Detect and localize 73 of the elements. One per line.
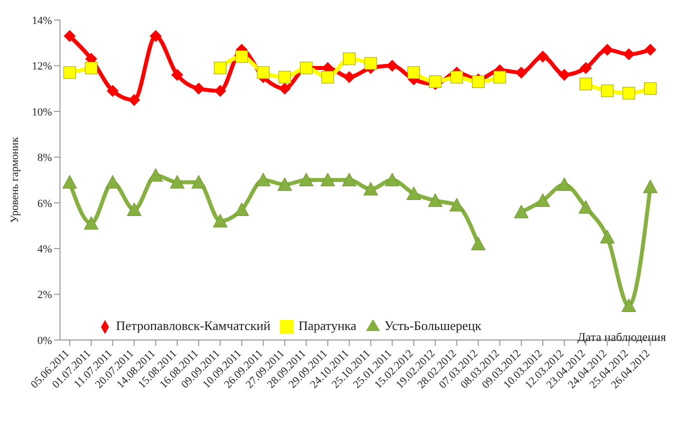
y-tick-label: 2% [37, 289, 52, 302]
point [234, 202, 249, 216]
point [472, 75, 485, 88]
point [450, 198, 464, 212]
point [170, 175, 184, 189]
point [601, 84, 614, 98]
point [364, 57, 378, 70]
point [536, 193, 550, 207]
point [557, 177, 572, 191]
point [644, 44, 656, 56]
point [148, 168, 163, 182]
y-tick-label: 4% [37, 243, 52, 256]
point [622, 298, 636, 312]
point [580, 78, 592, 90]
point [150, 30, 162, 42]
point [494, 70, 506, 84]
point [601, 44, 614, 56]
point [106, 84, 119, 97]
point [450, 70, 464, 84]
point [105, 175, 120, 189]
point [515, 66, 528, 79]
point [126, 202, 142, 216]
point [580, 62, 592, 74]
y-tick-label: 8% [37, 152, 52, 164]
point [385, 172, 400, 186]
x-axis-title: Дата наблюдения [577, 330, 666, 345]
point [321, 70, 334, 84]
legend-label: Паратунка [298, 318, 356, 333]
point [536, 50, 549, 63]
point [63, 66, 76, 79]
y-tick-label: 10% [32, 106, 52, 118]
y-tick-label: 6% [37, 198, 52, 210]
point [342, 52, 356, 66]
point [578, 200, 594, 214]
point [256, 66, 270, 79]
point [514, 204, 529, 218]
point [278, 82, 291, 95]
point [64, 30, 76, 42]
point [191, 175, 206, 189]
point [406, 186, 422, 200]
point [428, 193, 443, 207]
point [600, 230, 615, 244]
y-tick-label: 12% [32, 60, 52, 73]
point [342, 172, 356, 186]
y-tick-label: 14% [32, 14, 52, 27]
y-tick-label: 0% [37, 334, 52, 347]
point [471, 236, 486, 250]
point [171, 68, 184, 81]
point [62, 175, 77, 189]
legend-label: Усть-Большерецк [384, 318, 482, 333]
point [212, 214, 228, 228]
point [622, 86, 636, 100]
point [343, 71, 356, 84]
point [214, 62, 226, 74]
point [320, 172, 335, 186]
point [235, 50, 248, 63]
point [192, 82, 205, 95]
point [429, 75, 442, 88]
point [644, 82, 657, 95]
point [84, 62, 98, 74]
legend-label: Петропавловск-Камчатский [116, 318, 270, 333]
point [128, 94, 140, 106]
point [643, 180, 658, 194]
point [214, 84, 226, 97]
point [256, 172, 270, 186]
point [558, 68, 570, 81]
y-axis-title: Уровень гармоник [8, 136, 21, 223]
point [278, 70, 291, 84]
point [298, 172, 314, 186]
point [84, 216, 98, 230]
point [408, 66, 420, 79]
point [364, 182, 378, 196]
point [277, 177, 292, 191]
